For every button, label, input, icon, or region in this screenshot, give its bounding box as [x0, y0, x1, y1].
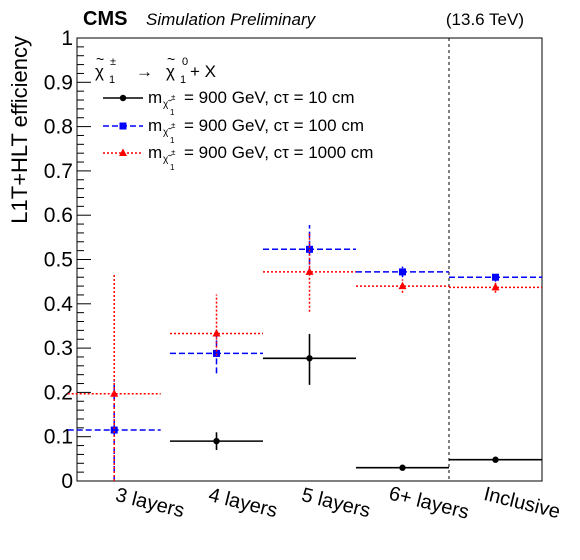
legend-entry-0: m χ̃±1 = 900 GeV, cτ = 10 cm	[103, 88, 355, 117]
y-tick-label: 0	[61, 470, 73, 493]
data-point	[492, 456, 499, 463]
legend-entry-1: m χ̃±1 = 900 GeV, cτ = 100 cm	[103, 116, 364, 145]
legend-process-right-sub: 1	[180, 74, 186, 86]
data-point	[399, 268, 406, 276]
y-tick-label: 0.3	[44, 337, 73, 360]
legend-entry-2: m χ̃±1 = 900 GeV, cτ = 1000 cm	[103, 143, 373, 172]
y-tick-label: 0.6	[44, 204, 73, 227]
x-category-label: 4 layers	[206, 484, 279, 522]
data-point	[119, 148, 127, 156]
legend-mass-sub-idx: 1	[170, 163, 175, 172]
energy-label: (13.6 TeV)	[446, 10, 524, 29]
data-point	[399, 464, 406, 471]
legend-process-arrow: →	[136, 62, 153, 81]
y-tick-label: 0.9	[44, 71, 73, 94]
legend-process: χ ~ ± 1 → χ ~ 0 1 + X	[95, 51, 216, 86]
data-point	[213, 437, 220, 445]
data-point	[119, 122, 127, 130]
legend-entry-text: = 900 GeV, cτ = 10 cm	[184, 88, 355, 107]
x-category-label: Inclusive	[482, 483, 563, 523]
series-group	[67, 224, 542, 481]
data-point	[492, 273, 499, 281]
legend-process-left-sub: 1	[109, 74, 115, 86]
series-1	[67, 224, 542, 481]
data-point	[305, 267, 314, 275]
status-label: Simulation Preliminary	[146, 10, 317, 29]
legend-process-tilde-right: ~	[167, 51, 175, 67]
legend-process-right-sup: 0	[182, 56, 188, 68]
y-axis: 0 0.1 0.2 0.3 0.4 0.5 0.6 0.7 0.8 0.9 1	[44, 27, 91, 493]
data-point	[119, 94, 127, 102]
legend-mass-sub: χ̃	[163, 99, 172, 110]
y-tick-label: 0.1	[44, 426, 73, 449]
data-point	[398, 281, 407, 290]
legend-mass-sub-sup: ±	[171, 93, 176, 102]
y-tick-label: 0.4	[44, 293, 74, 316]
legend-mass-symbol: m	[148, 88, 162, 107]
data-point	[491, 282, 500, 291]
y-tick-label: 0.5	[44, 249, 73, 272]
legend-mass-sub: χ̃	[163, 127, 172, 138]
legend-mass-sub-idx: 1	[170, 108, 175, 117]
legend-process-chi-left: χ	[95, 62, 104, 81]
y-tick-label: 0.7	[44, 160, 73, 183]
x-axis: 3 layers 4 layers 5 layers 6+ layers Inclusi…	[113, 483, 562, 524]
y-axis-label: L1T+HLT efficiency	[7, 36, 32, 224]
series-0	[170, 333, 542, 471]
legend-mass-sub: χ̃	[163, 154, 172, 165]
x-category-label: 3 layers	[113, 484, 186, 522]
data-point	[213, 349, 220, 357]
legend-entry-text: = 900 GeV, cτ = 1000 cm	[184, 143, 373, 162]
legend: m χ̃±1= 900 GeV, cτ = 10 cmm χ̃±1= 900 GeV…	[103, 88, 373, 172]
legend-process-chi-right: χ	[166, 62, 175, 81]
legend-process-left-sup: ±	[110, 56, 116, 68]
x-category-label: 5 layers	[299, 484, 372, 522]
data-point	[212, 328, 221, 337]
legend-mass-sub-idx: 1	[170, 136, 175, 145]
y-tick-label: 1	[61, 27, 73, 50]
legend-mass-sub-sup: ±	[171, 148, 176, 157]
cms-label: CMS	[83, 8, 127, 30]
legend-mass-symbol: m	[148, 116, 162, 135]
legend-entry-text: = 900 GeV, cτ = 100 cm	[184, 116, 364, 135]
data-point	[306, 245, 313, 253]
y-tick-label: 0.8	[44, 116, 73, 139]
x-category-label: 6+ layers	[387, 483, 472, 524]
legend-mass-sub-sup: ±	[171, 121, 176, 130]
data-point	[110, 389, 119, 397]
legend-mass-symbol: m	[148, 143, 162, 162]
data-point	[306, 355, 313, 362]
data-point	[110, 426, 118, 434]
series-2	[67, 232, 542, 481]
legend-process-tail: + X	[190, 62, 216, 81]
y-tick-label: 0.2	[44, 381, 73, 404]
legend-process-tilde-left: ~	[96, 51, 104, 67]
